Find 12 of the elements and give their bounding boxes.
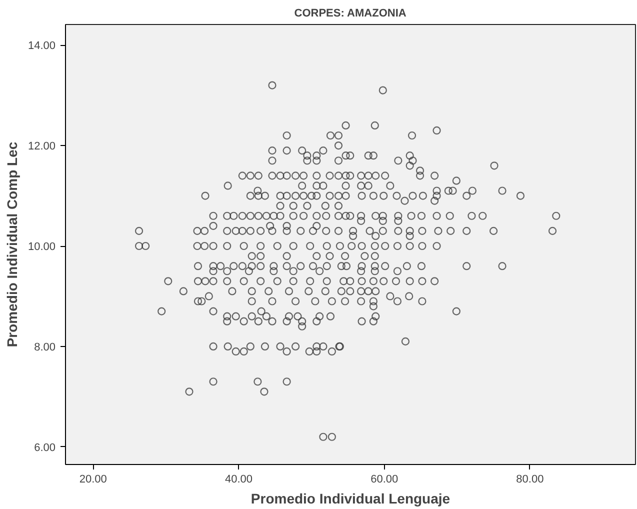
x-tick-label: 20.00 <box>79 474 107 486</box>
x-tick-label: 80.00 <box>516 474 544 486</box>
y-tick-label: 12.00 <box>28 140 56 153</box>
y-tick-label: 10.00 <box>28 241 56 254</box>
y-tick-label: 6.00 <box>34 442 56 454</box>
x-tick-label: 60.00 <box>370 474 398 486</box>
y-tick-label: 14.00 <box>28 40 56 52</box>
x-axis-title: Promedio Individual Lenguaje <box>250 490 450 506</box>
y-tick-label: 8.00 <box>34 341 56 354</box>
chart-title: CORPES: AMAZONIA <box>294 8 406 20</box>
y-axis-title: Promedio Individual Comp Lec <box>4 142 20 348</box>
x-tick-label: 40.00 <box>224 474 253 486</box>
